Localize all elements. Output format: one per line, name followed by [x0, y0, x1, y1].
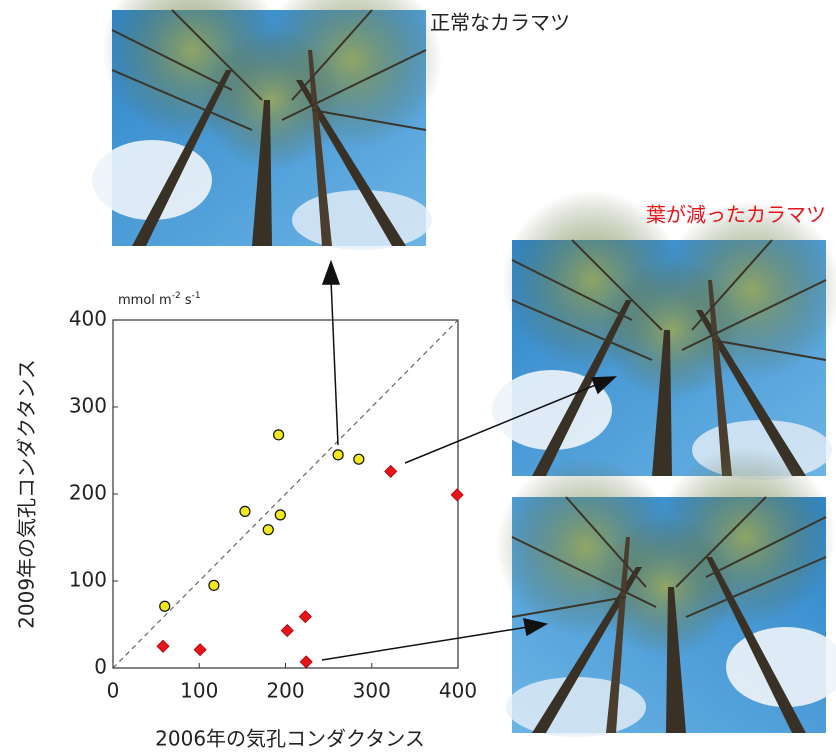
unit-part: s: [181, 293, 192, 308]
x-tick-label: 400: [439, 679, 477, 703]
x-tick-label: 300: [353, 679, 391, 703]
point: [209, 580, 219, 590]
figure: 正常なカラマツ 葉が減ったカラマツ mmol m-2 s-1 2006年の気孔コ…: [0, 0, 836, 756]
photo-reduced-2: [496, 447, 836, 737]
point: [240, 506, 250, 516]
plot: 0 100 200 300 400 0 100 200 300 400: [69, 307, 477, 703]
point: [333, 450, 343, 460]
y-tick-label: 400: [69, 307, 107, 331]
point: [194, 644, 206, 656]
annotation: 葉が減ったカラマツ: [646, 203, 826, 227]
point: [281, 625, 293, 637]
photo-reduced-1: [492, 190, 836, 480]
unit-label: mmol m-2 s-1: [118, 291, 201, 308]
y-tick-label: 200: [69, 481, 107, 505]
point: [263, 525, 273, 535]
point: [275, 510, 285, 520]
y-axis-label: 2009年の気孔コンダクタンス: [15, 359, 39, 629]
point: [299, 611, 311, 623]
point: [385, 465, 397, 477]
point: [157, 640, 169, 652]
x-tick-label: 200: [266, 679, 304, 703]
unit-part: mmol m: [118, 293, 172, 308]
annotation: 正常なカラマツ: [430, 11, 570, 35]
y-tick-label: 100: [69, 568, 107, 592]
point: [274, 430, 284, 440]
y-tick-label: 300: [69, 394, 107, 418]
x-tick-label: 100: [180, 679, 218, 703]
x-tick-label: 0: [107, 679, 120, 703]
point: [160, 601, 170, 611]
unit-exp: -1: [192, 291, 201, 301]
x-axis-label: 2006年の気孔コンダクタンス: [155, 727, 425, 751]
point: [300, 656, 312, 668]
unit-exp: -2: [172, 291, 181, 301]
photo-normal: [92, 0, 442, 250]
identity-line: [113, 320, 458, 668]
point: [451, 489, 463, 501]
y-tick-label: 0: [94, 655, 107, 679]
point: [354, 454, 364, 464]
